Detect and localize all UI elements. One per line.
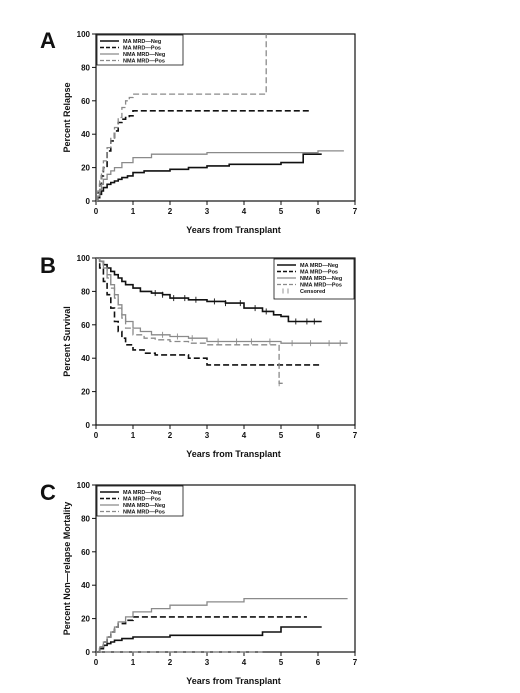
x-tick-label: 7: [353, 207, 358, 216]
y-axis-label: Percent Survival: [62, 306, 72, 377]
y-tick-label: 80: [81, 514, 90, 523]
legend-entry: NMA MRD—Pos: [123, 59, 165, 65]
series-line-3: [96, 150, 344, 202]
y-tick-label: 80: [81, 63, 90, 72]
y-tick-label: 60: [81, 97, 90, 106]
y-tick-label: 40: [81, 130, 90, 139]
x-tick-label: 1: [131, 207, 136, 216]
x-tick-label: 6: [316, 658, 321, 667]
series-line-2: [96, 110, 311, 202]
y-tick-label: 60: [81, 548, 90, 557]
x-tick-label: 0: [94, 658, 99, 667]
y-tick-label: 100: [77, 254, 91, 263]
y-tick-label: 0: [86, 421, 91, 430]
y-tick-label: 0: [86, 197, 91, 206]
y-tick-label: 20: [81, 615, 90, 624]
y-tick-label: 40: [81, 581, 90, 590]
legend-entry: MA MRD—Pos: [123, 46, 161, 52]
panel-letter: B: [40, 253, 56, 278]
legend-box: [96, 34, 184, 66]
x-axis-label: Years from Transplant: [186, 676, 281, 686]
panel-letter: A: [40, 28, 56, 53]
y-tick-label: 0: [86, 648, 91, 657]
x-tick-label: 5: [279, 658, 284, 667]
y-tick-label: 20: [81, 164, 90, 173]
series-line-1: [96, 626, 322, 653]
series-line-4: [96, 257, 285, 384]
legend-entry: MA MRD—Neg: [123, 39, 161, 45]
x-tick-label: 5: [279, 431, 284, 440]
x-tick-label: 2: [168, 658, 173, 667]
legend-box: [96, 485, 184, 517]
x-tick-label: 3: [205, 207, 210, 216]
legend-entry: MA MRD—Pos: [300, 270, 338, 276]
panel-b: B 0 1 2 3 4 5 6 7 0 20 40 60 80 100 Years from Transpla…: [40, 253, 358, 459]
y-tick-label: 40: [81, 354, 90, 363]
series-line-1: [96, 257, 322, 323]
x-tick-label: 6: [316, 431, 321, 440]
x-tick-label: 7: [353, 431, 358, 440]
panel-a: A 0 1 2 3 4 5 6 7 0 20 40 60 80 100 Years from Transpla…: [40, 28, 358, 235]
legend-entry: MA MRD—Pos: [123, 497, 161, 503]
legend-entry: NMA MRD—Pos: [123, 510, 165, 516]
x-tick-label: 2: [168, 207, 173, 216]
x-tick-label: 5: [279, 207, 284, 216]
y-tick-label: 20: [81, 388, 90, 397]
legend-entry: NMA MRD—Pos: [300, 283, 342, 289]
series-line-2: [96, 616, 307, 653]
legend-entry: MA MRD—Neg: [123, 490, 161, 496]
series-line-1: [96, 153, 322, 202]
x-tick-label: 1: [131, 658, 136, 667]
legend-censored-label: Censored: [300, 289, 325, 295]
plot-frame: [95, 257, 356, 426]
x-tick-label: 7: [353, 658, 358, 667]
legend-entry: MA MRD—Neg: [300, 263, 338, 269]
x-tick-label: 4: [242, 658, 247, 667]
x-tick-label: 3: [205, 431, 210, 440]
series-line-4: [96, 34, 267, 202]
y-tick-label: 100: [77, 30, 91, 39]
legend-entry: NMA MRD—Neg: [300, 276, 342, 282]
x-tick-label: 1: [131, 431, 136, 440]
x-tick-label: 6: [316, 207, 321, 216]
x-tick-label: 4: [242, 207, 247, 216]
series-line-3: [96, 597, 348, 653]
y-tick-label: 80: [81, 287, 90, 296]
x-tick-label: 3: [205, 658, 210, 667]
legend-entry: NMA MRD—Neg: [123, 52, 165, 58]
panel-letter: C: [40, 480, 56, 505]
y-axis-label: Percent Non—relapse Mortality: [62, 502, 72, 636]
y-tick-label: 100: [77, 481, 91, 490]
x-axis-label: Years from Transplant: [186, 225, 281, 235]
y-tick-label: 60: [81, 321, 90, 330]
x-tick-label: 0: [94, 431, 99, 440]
plot-frame: [95, 33, 356, 202]
legend-entry: NMA MRD—Neg: [123, 503, 165, 509]
x-tick-label: 2: [168, 431, 173, 440]
x-tick-label: 4: [242, 431, 247, 440]
panel-c: C 0 1 2 3 4 5 6 7 0 20 40 60 80 100 Years from Transpla…: [40, 480, 358, 686]
x-axis-label: Years from Transplant: [186, 449, 281, 459]
series-line-2: [96, 257, 322, 366]
x-tick-label: 0: [94, 207, 99, 216]
y-axis-label: Percent Relapse: [62, 82, 72, 152]
